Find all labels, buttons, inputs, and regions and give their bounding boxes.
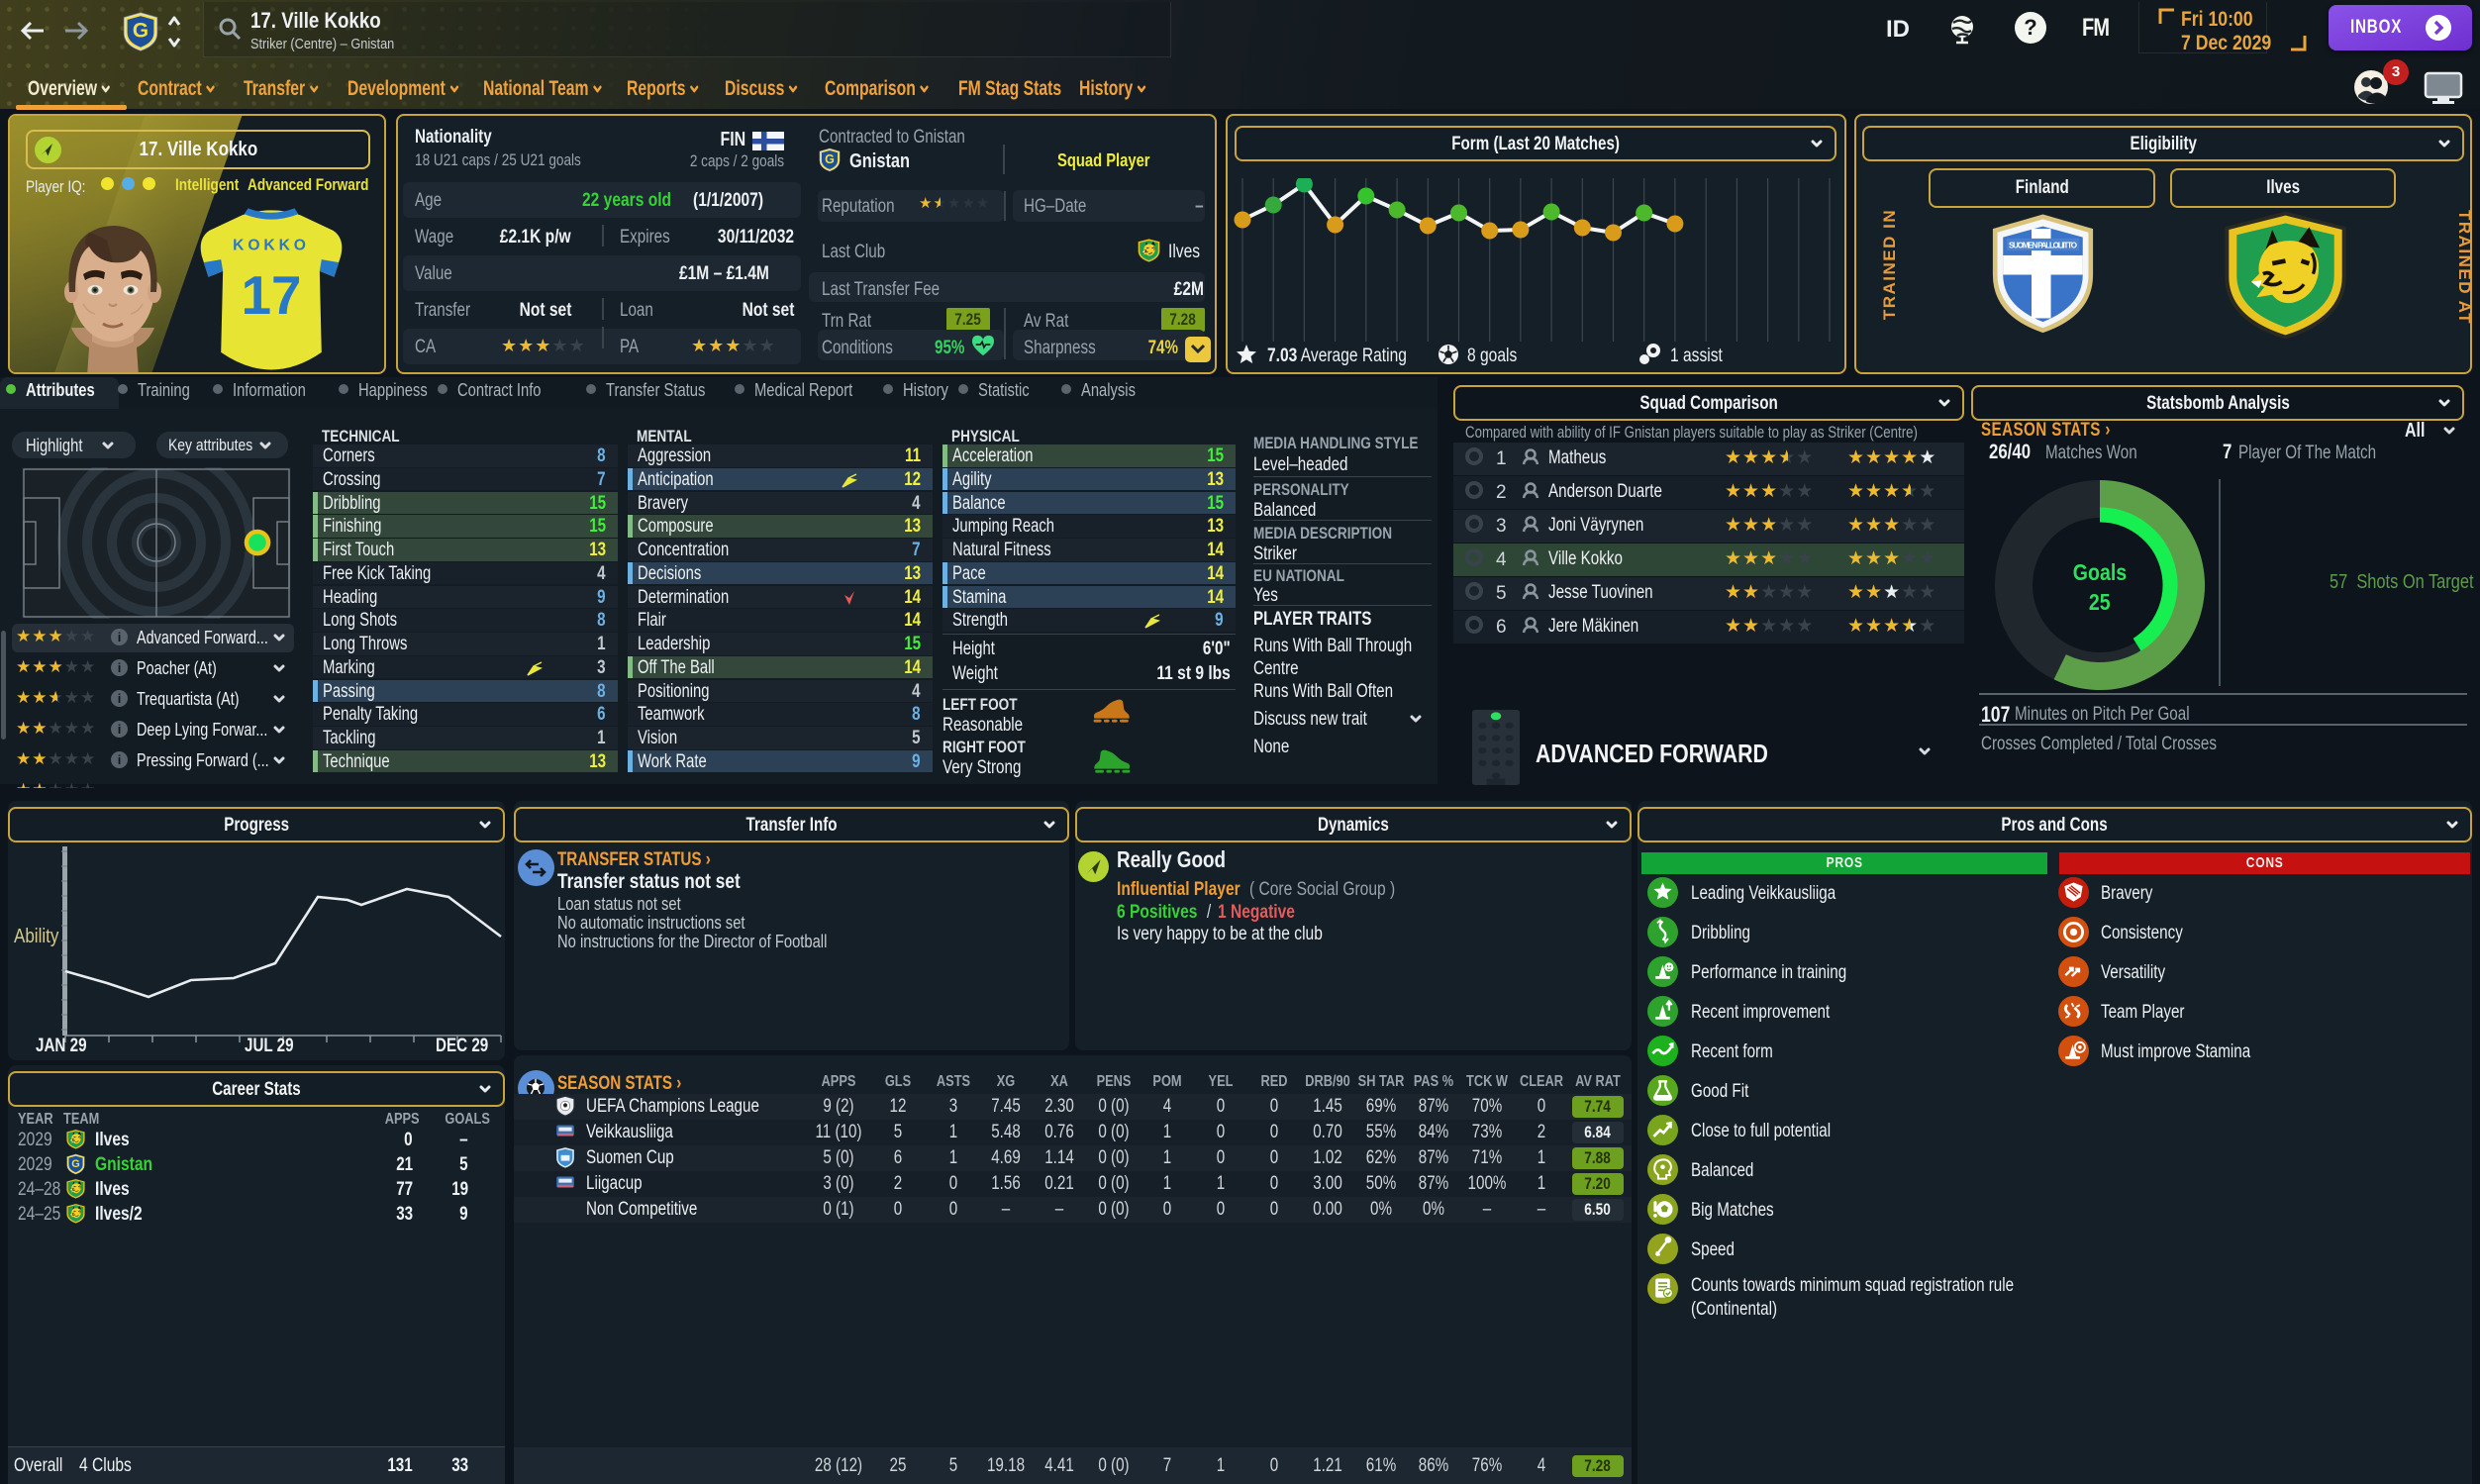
- svg-text:KOKKO: KOKKO: [233, 237, 310, 253]
- svg-text:17: 17: [242, 264, 302, 326]
